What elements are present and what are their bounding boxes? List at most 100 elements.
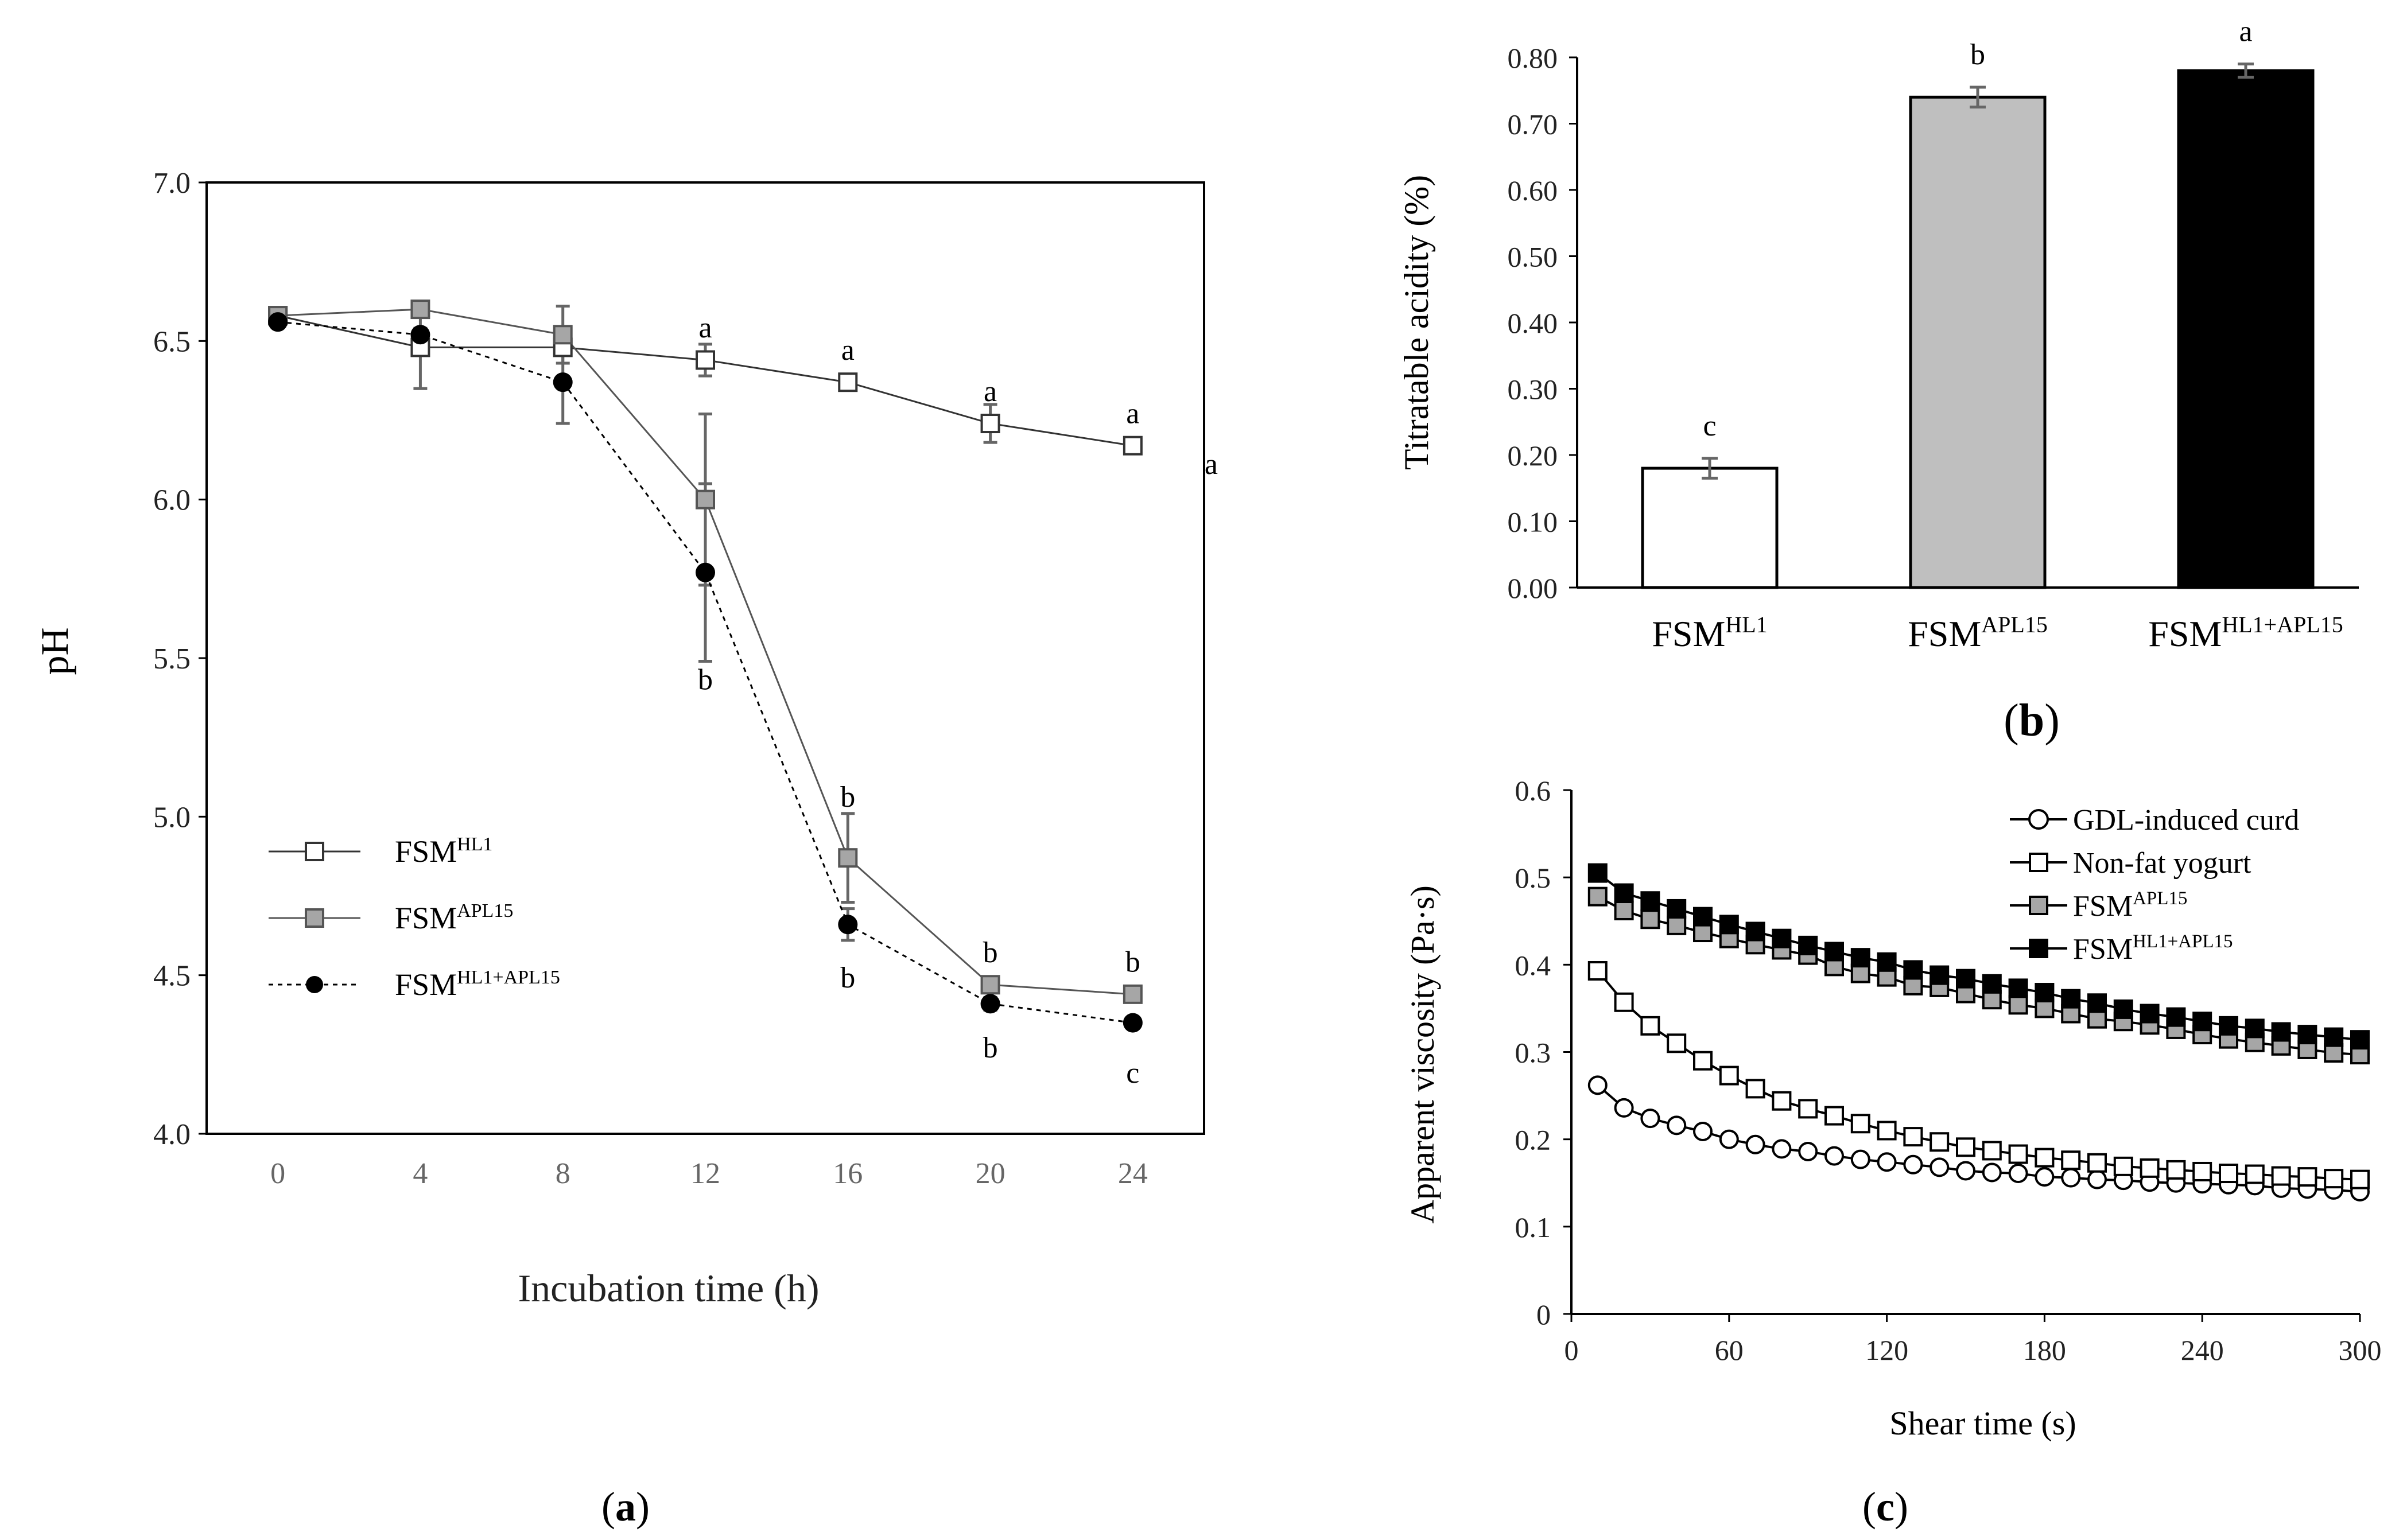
series-fsm-hl1-apl15-point bbox=[1850, 948, 1870, 968]
significance-letter: b bbox=[840, 962, 855, 994]
panel-a-label: (a) bbox=[601, 1484, 650, 1530]
series-non-fat-yogurt-point bbox=[2113, 1156, 2133, 1176]
panel-b-y-ticks: 0.00 0.10 0.20 0.30 0.40 0.50 0.60 0.70 0.80 bbox=[1508, 42, 1577, 604]
series-fsm-hl1-apl15-point bbox=[1587, 863, 1608, 883]
series-hl1-apl15-point bbox=[410, 325, 430, 345]
series-non-fat-yogurt-point bbox=[2192, 1161, 2212, 1181]
category-superscript: HL1 bbox=[1725, 612, 1767, 637]
legend-marker-non-fat-yogurt bbox=[2029, 853, 2048, 872]
series-non-fat-yogurt-point bbox=[1614, 992, 1634, 1012]
x-tick-label: 300 bbox=[2339, 1334, 2382, 1366]
significance-letter: a bbox=[984, 375, 997, 408]
series-fsm-apl15-point bbox=[1587, 886, 1608, 907]
series-gdl-induced-curd-point bbox=[1693, 1121, 1713, 1141]
y-tick-label: 6.5 bbox=[153, 325, 191, 358]
series-gdl-induced-curd-point bbox=[2035, 1167, 2055, 1187]
panel-c-series-points bbox=[1587, 863, 2370, 1201]
series-non-fat-yogurt-point bbox=[2035, 1148, 2055, 1168]
legend-marker-fsm-hl1-apl15 bbox=[2029, 939, 2048, 958]
series-apl15-point bbox=[838, 848, 858, 868]
series-non-fat-yogurt-line bbox=[1597, 970, 2361, 1181]
y-tick-label: 0.2 bbox=[1515, 1124, 1551, 1156]
significance-letter: b bbox=[698, 664, 713, 697]
y-tick-label: 0.4 bbox=[1515, 949, 1551, 981]
series-fsm-hl1-apl15-point bbox=[1614, 883, 1634, 903]
y-tick-label: 0.30 bbox=[1508, 374, 1558, 406]
significance-letter: b bbox=[840, 781, 855, 814]
legend-label-fsm-hl1-apl15: FSMHL1+APL15 bbox=[395, 967, 560, 1002]
x-tick-label: 8 bbox=[556, 1157, 570, 1190]
significance-letter: a bbox=[1205, 448, 1218, 481]
series-apl15-point bbox=[1123, 984, 1143, 1004]
panel-a-y-axis-label: pH bbox=[33, 627, 76, 675]
series-fsm-hl1-apl15-point bbox=[1745, 921, 1765, 942]
series-fsm-apl15-point bbox=[2008, 995, 2028, 1015]
series-hl1-apl15-point bbox=[838, 915, 858, 935]
series-non-fat-yogurt-point bbox=[2087, 1153, 2107, 1173]
y-tick-label: 0.20 bbox=[1508, 440, 1558, 472]
series-fsm-hl1-apl15-point bbox=[1719, 915, 1739, 935]
series-gdl-induced-curd-point bbox=[1956, 1161, 1975, 1181]
series-non-fat-yogurt-point bbox=[1719, 1065, 1739, 1086]
y-tick-label: 6.0 bbox=[153, 484, 191, 517]
series-non-fat-yogurt-point bbox=[1982, 1141, 2002, 1161]
legend-entry-fsm-hl1-apl15: FSMHL1+APL15 bbox=[2010, 931, 2233, 966]
significance-letter: a bbox=[2239, 15, 2252, 48]
series-gdl-induced-curd-point bbox=[2008, 1164, 2028, 1184]
series-non-fat-yogurt-point bbox=[1587, 960, 1608, 981]
bar-hl1-apl15 bbox=[2177, 69, 2315, 589]
series-non-fat-yogurt-point bbox=[1930, 1132, 1950, 1152]
x-tick-label: 12 bbox=[690, 1157, 720, 1190]
panel-b-titratable-acidity-chart: 0.00 0.10 0.20 0.30 0.40 0.50 0.60 0.70 0.80 c b a… bbox=[1397, 15, 2359, 746]
x-tick-label: 120 bbox=[1865, 1334, 1908, 1366]
series-fsm-hl1-apl15-point bbox=[2350, 1030, 2370, 1050]
panel-a-series-points bbox=[268, 300, 1143, 1033]
series-gdl-induced-curd-point bbox=[1850, 1149, 1870, 1169]
series-non-fat-yogurt-point bbox=[2061, 1150, 2081, 1170]
series-gdl-induced-curd-point bbox=[1824, 1146, 1844, 1166]
series-apl15-point bbox=[696, 489, 715, 510]
series-fsm-apl15-point bbox=[1667, 915, 1687, 935]
legend-label-fsm-apl15: FSMAPL15 bbox=[2073, 888, 2187, 923]
series-hl1-apl15-point bbox=[268, 312, 288, 332]
bar-apl15 bbox=[1909, 95, 2047, 589]
y-tick-label: 0.5 bbox=[1515, 862, 1551, 894]
x-tick-label: 20 bbox=[976, 1157, 1005, 1190]
legend-marker-fsm-hl1 bbox=[305, 842, 324, 861]
panel-c-x-ticks: 0 60 120 180 240 300 bbox=[1564, 1314, 2382, 1366]
series-non-fat-yogurt-point bbox=[1903, 1127, 1923, 1147]
series-gdl-induced-curd-point bbox=[1772, 1139, 1792, 1159]
series-fsm-hl1-apl15-point bbox=[1798, 935, 1818, 955]
series-fsm-hl1-apl15-point bbox=[2297, 1025, 2317, 1045]
series-gdl-induced-curd-point bbox=[2061, 1168, 2081, 1188]
panel-c-x-axis-label: Shear time (s) bbox=[1889, 1405, 2076, 1442]
y-tick-label: 0.50 bbox=[1508, 241, 1558, 273]
y-tick-label: 0.60 bbox=[1508, 174, 1558, 207]
x-tick-label: 0 bbox=[270, 1157, 285, 1190]
y-tick-label: 0.3 bbox=[1515, 1037, 1551, 1069]
series-hl1-apl15-point bbox=[1123, 1013, 1143, 1033]
series-hl1-apl15-point bbox=[553, 372, 573, 392]
panel-b-bars bbox=[1641, 69, 2315, 589]
series-gdl-induced-curd-point bbox=[1614, 1098, 1634, 1118]
series-fsm-hl1-apl15-point bbox=[2061, 989, 2081, 1009]
legend-entry-fsm-apl15: FSMAPL15 bbox=[269, 900, 513, 935]
legend-entry-fsm-apl15: FSMAPL15 bbox=[2010, 888, 2187, 923]
panel-b-significance-letters: c b a bbox=[1703, 15, 2252, 442]
series-non-fat-yogurt-point bbox=[2219, 1164, 2238, 1184]
series-non-fat-yogurt-point bbox=[2008, 1144, 2028, 1164]
legend-label-fsm-hl1: FSMHL1 bbox=[395, 834, 492, 869]
panel-c-legend: GDL-induced curd Non-fat yogurt FSMAPL15… bbox=[2010, 804, 2299, 966]
series-non-fat-yogurt-point bbox=[2271, 1166, 2291, 1186]
category-label: FSMHL1 bbox=[1652, 612, 1767, 654]
series-fsm-hl1-apl15-point bbox=[1824, 942, 1844, 962]
series-non-fat-yogurt-point bbox=[2166, 1160, 2186, 1180]
panel-c-viscosity-chart: 0 0.1 0.2 0.3 0.4 0.5 0.6 0 60 120 180 240 300 Appa… bbox=[1404, 775, 2382, 1530]
series-gdl-induced-curd-point bbox=[1587, 1075, 1608, 1095]
y-tick-label: 0 bbox=[1536, 1298, 1551, 1331]
legend-label-non-fat-yogurt: Non-fat yogurt bbox=[2073, 847, 2251, 880]
x-tick-label: 0 bbox=[1564, 1334, 1579, 1366]
series-apl15-point bbox=[410, 300, 430, 320]
series-fsm-hl1-apl15-point bbox=[1877, 952, 1897, 972]
series-non-fat-yogurt-point bbox=[1877, 1121, 1897, 1141]
